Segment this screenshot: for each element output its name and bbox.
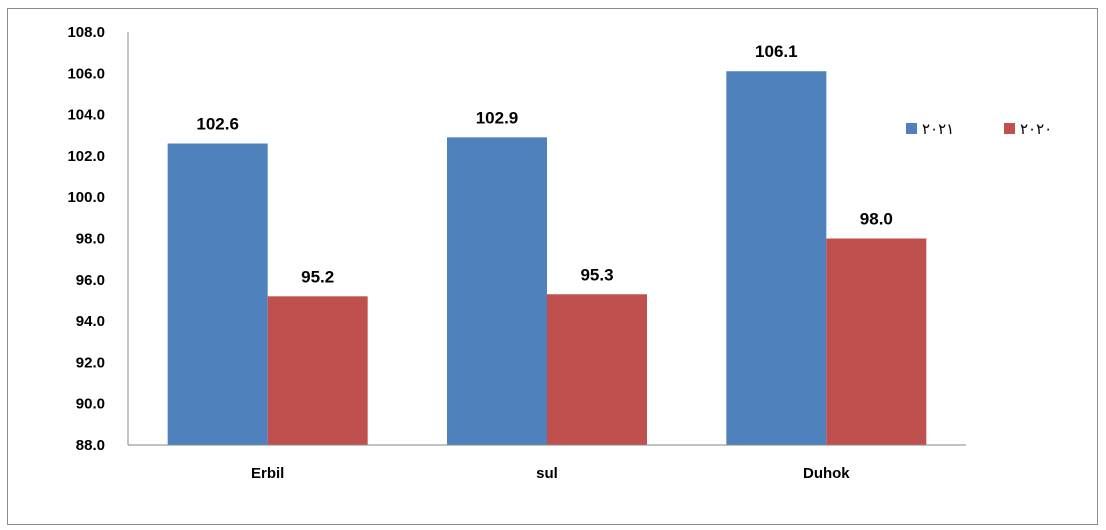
y-tick-label: 100.0 — [67, 189, 105, 206]
data-label: 106.1 — [755, 42, 798, 61]
legend-label: ٢٠٢١ — [922, 120, 954, 138]
bar-duhok-series-1 — [826, 238, 927, 445]
y-tick-label: 106.0 — [67, 65, 105, 82]
bar-sul-series-0 — [447, 137, 547, 445]
bar-duhok-series-0 — [726, 71, 827, 446]
data-label: 95.3 — [580, 265, 613, 284]
category-label: sul — [536, 465, 558, 482]
y-tick-label: 90.0 — [76, 396, 105, 413]
bar-erbil-series-0 — [167, 143, 268, 445]
legend: ٢٠٢١ ٢٠٢٠ — [906, 120, 1052, 138]
legend-swatch — [906, 123, 917, 134]
bar-sul-series-1 — [547, 294, 647, 445]
y-tick-label: 108.0 — [67, 24, 105, 41]
category-label: Duhok — [803, 465, 850, 482]
y-tick-label: 94.0 — [76, 313, 105, 330]
bars — [167, 71, 927, 446]
legend-label: ٢٠٢٠ — [1020, 120, 1052, 138]
y-tick-label: 96.0 — [76, 272, 105, 289]
data-label: 98.0 — [860, 210, 893, 229]
category-label: Erbil — [251, 465, 284, 482]
bar-erbil-series-1 — [267, 296, 368, 445]
y-axis-ticks: 88.0 90.0 92.0 94.0 96.0 98.0 100.0 102.0 104.0 1… — [67, 24, 105, 454]
data-label: 95.2 — [301, 267, 334, 286]
y-tick-label: 102.0 — [67, 148, 105, 165]
category-labels: Erbil sul Duhok — [251, 465, 850, 482]
y-tick-label: 92.0 — [76, 354, 105, 371]
data-label: 102.9 — [476, 108, 519, 127]
data-label: 102.6 — [196, 115, 239, 134]
data-labels: 102.6 95.2 102.9 95.3 106.1 98.0 — [196, 42, 892, 286]
legend-swatch — [1004, 123, 1015, 134]
y-tick-label: 104.0 — [67, 107, 105, 124]
y-tick-label: 88.0 — [76, 437, 105, 454]
y-tick-label: 98.0 — [76, 231, 105, 248]
